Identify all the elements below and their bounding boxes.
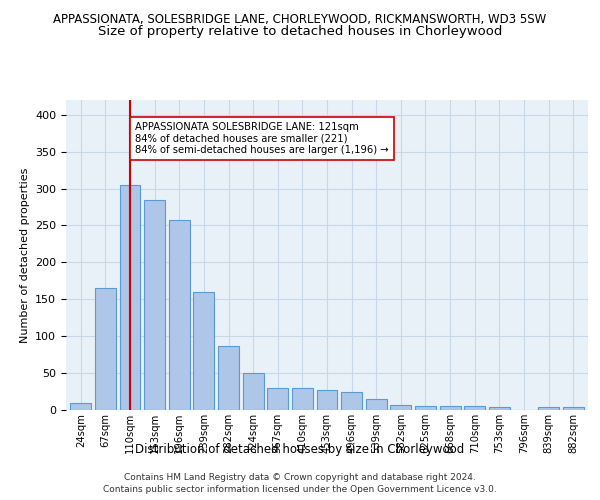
Bar — [415, 406, 436, 410]
Bar — [341, 392, 362, 410]
Bar — [563, 407, 584, 410]
Bar — [119, 185, 140, 410]
Text: APPASSIONATA, SOLESBRIDGE LANE, CHORLEYWOOD, RICKMANSWORTH, WD3 5SW: APPASSIONATA, SOLESBRIDGE LANE, CHORLEYW… — [53, 12, 547, 26]
Bar — [218, 346, 239, 410]
Bar — [317, 390, 337, 410]
Text: Distribution of detached houses by size in Chorleywood: Distribution of detached houses by size … — [136, 442, 464, 456]
Bar — [70, 402, 91, 410]
Bar — [242, 373, 263, 410]
Bar — [366, 399, 387, 410]
Bar — [144, 200, 165, 410]
Text: Contains public sector information licensed under the Open Government Licence v3: Contains public sector information licen… — [103, 485, 497, 494]
Bar — [169, 220, 190, 410]
Bar — [440, 406, 461, 410]
Text: Contains HM Land Registry data © Crown copyright and database right 2024.: Contains HM Land Registry data © Crown c… — [124, 472, 476, 482]
Bar — [292, 388, 313, 410]
Bar — [95, 288, 116, 410]
Bar — [489, 407, 510, 410]
Text: APPASSIONATA SOLESBRIDGE LANE: 121sqm
84% of detached houses are smaller (221)
8: APPASSIONATA SOLESBRIDGE LANE: 121sqm 84… — [135, 122, 389, 156]
Text: Size of property relative to detached houses in Chorleywood: Size of property relative to detached ho… — [98, 25, 502, 38]
Bar — [538, 407, 559, 410]
Bar — [391, 405, 412, 410]
Y-axis label: Number of detached properties: Number of detached properties — [20, 168, 29, 342]
Bar — [193, 292, 214, 410]
Bar — [464, 406, 485, 410]
Bar — [267, 388, 288, 410]
